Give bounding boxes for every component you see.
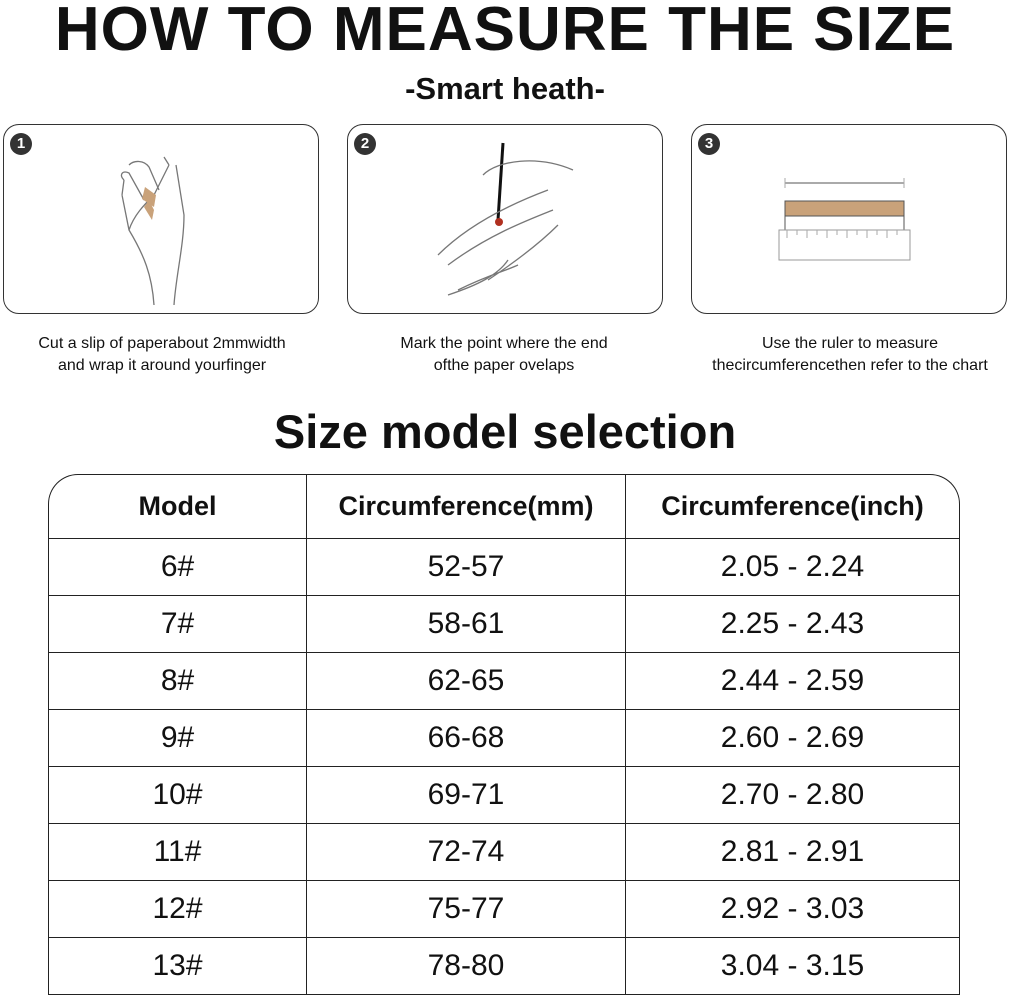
header-model: Model [49,475,307,539]
mm-cell: 62-65 [307,653,626,710]
step-number: 3 [698,133,720,155]
table-row: 7# 58-61 2.25 - 2.43 [49,596,959,653]
mm-cell: 58-61 [307,596,626,653]
mm-cell: 66-68 [307,710,626,767]
caption-line: Use the ruler to measure [761,335,939,352]
header-inch: Circumference(inch) [626,475,959,539]
model-cell: 7# [49,596,307,653]
inch-cell: 2.25 - 2.43 [626,596,959,653]
step-2-panel: 2 [347,124,663,314]
page-title: HOW TO MEASURE THE SIZE [54,0,956,64]
caption-line: thecircumferencethen refer to the chart [712,357,988,374]
ruler-icon [778,178,911,261]
model-cell: 12# [49,881,307,938]
table-row: 6# 52-57 2.05 - 2.24 [49,539,959,596]
caption-line: Mark the point where the end [400,335,608,352]
mm-cell: 72-74 [307,824,626,881]
size-table: Model Circumference(mm) Circumference(in… [48,474,960,995]
step-3-caption: Use the ruler to measure thecircumference… [680,333,1020,377]
mm-cell: 75-77 [307,881,626,938]
table-row: 12# 75-77 2.92 - 3.03 [49,881,959,938]
header-mm: Circumference(mm) [307,475,626,539]
model-cell: 6# [49,539,307,596]
model-cell: 8# [49,653,307,710]
step-number: 2 [354,133,376,155]
inch-cell: 2.70 - 2.80 [626,767,959,824]
table-row: 9# 66-68 2.60 - 2.69 [49,710,959,767]
caption-line: Cut a slip of paperabout 2mmwidth [38,335,286,352]
table-row: 11# 72-74 2.81 - 2.91 [49,824,959,881]
mm-cell: 52-57 [307,539,626,596]
section-title: Size model selection [273,405,737,458]
hand-paper-wrap-icon [120,156,185,306]
inch-cell: 2.92 - 3.03 [626,881,959,938]
table-row: 10# 69-71 2.70 - 2.80 [49,767,959,824]
table-row: 13# 78-80 3.04 - 3.15 [49,938,959,995]
model-cell: 10# [49,767,307,824]
step-1-panel: 1 [3,124,319,314]
step-3-panel: 3 [691,124,1007,314]
caption-line: and wrap it around yourfinger [57,357,267,374]
inch-cell: 2.81 - 2.91 [626,824,959,881]
table-header-row: Model Circumference(mm) Circumference(in… [49,475,959,539]
hand-pen-mark-icon [437,142,574,296]
mm-cell: 69-71 [307,767,626,824]
step-2-caption: Mark the point where the end ofthe paper … [334,333,674,377]
subtitle: -Smart heath- [405,71,605,106]
mm-cell: 78-80 [307,938,626,995]
inch-cell: 2.44 - 2.59 [626,653,959,710]
step-number: 1 [10,133,32,155]
step-1-caption: Cut a slip of paperabout 2mmwidth and wra… [0,333,332,377]
inch-cell: 2.05 - 2.24 [626,539,959,596]
inch-cell: 2.60 - 2.69 [626,710,959,767]
model-cell: 13# [49,938,307,995]
table-row: 8# 62-65 2.44 - 2.59 [49,653,959,710]
model-cell: 9# [49,710,307,767]
inch-cell: 3.04 - 3.15 [626,938,959,995]
caption-line: ofthe paper ovelaps [433,357,575,374]
model-cell: 11# [49,824,307,881]
